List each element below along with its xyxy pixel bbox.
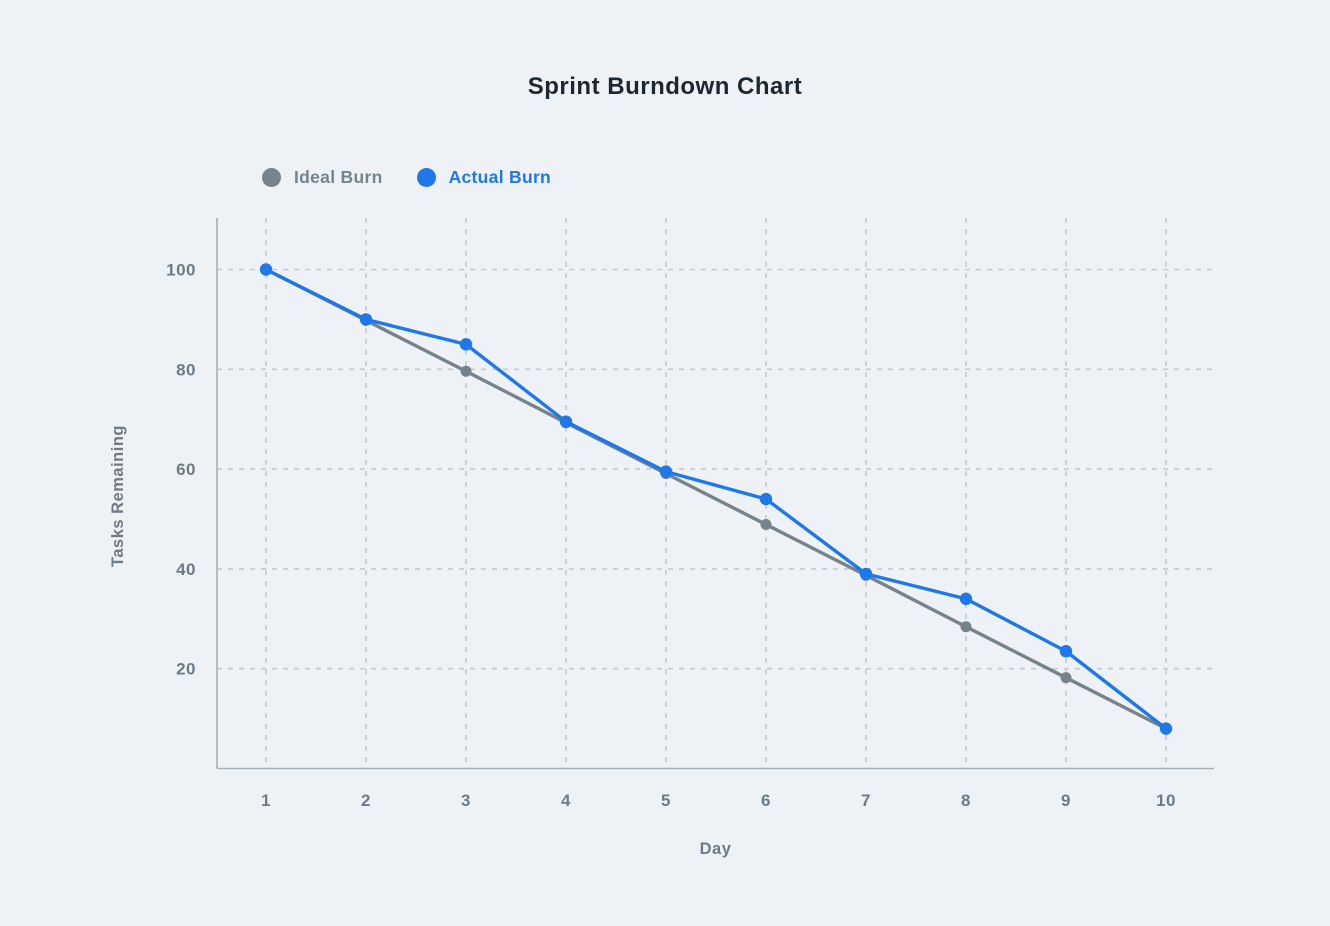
ideal-burn-data-point[interactable] [460, 365, 472, 377]
actual-burn-data-point[interactable] [259, 263, 273, 276]
x-tick-label: 2 [361, 791, 371, 810]
x-tick-label: 10 [1156, 791, 1176, 810]
legend-marker-ideal-icon [262, 168, 281, 187]
ideal-burn-line [264, 267, 1168, 731]
x-tick-label: 6 [761, 791, 771, 810]
actual-burn-data-point[interactable] [759, 492, 773, 506]
actual-burn-data-point[interactable] [1059, 645, 1073, 658]
actual-burn-data-point[interactable] [959, 592, 973, 606]
x-tick-label: 7 [861, 791, 871, 810]
x-tick-label: 8 [961, 791, 971, 810]
actual-burn-data-point[interactable] [359, 313, 373, 326]
legend-item-actual-burn[interactable]: Actual Burn [416, 167, 552, 188]
actual-burn-data-point[interactable] [559, 415, 573, 428]
y-tick-label: 100 [166, 261, 196, 280]
x-axis-title: Day [700, 840, 732, 858]
legend-label-ideal-burn: Ideal Burn [294, 167, 383, 187]
actual-burn-line [264, 267, 1168, 731]
legend-item-ideal-burn[interactable]: Ideal Burn [262, 167, 383, 188]
actual-burn-data-point[interactable] [459, 338, 473, 351]
y-tick-label: 60 [176, 460, 196, 479]
actual-burn-data-point[interactable] [659, 465, 673, 478]
chart-legend: Ideal Burn Actual Burn [262, 167, 551, 188]
y-tick-label: 80 [176, 360, 196, 379]
legend-label-actual-burn: Actual Burn [448, 167, 552, 187]
x-tick-label: 9 [1061, 791, 1071, 810]
ideal-burn-data-point[interactable] [960, 621, 972, 633]
x-tick-label: 1 [261, 791, 271, 810]
actual-burn-data-point[interactable] [859, 567, 873, 581]
y-tick-label: 20 [176, 660, 196, 679]
ideal-burn-data-point[interactable] [1060, 672, 1072, 684]
y-axis-title: Tasks Remaining [109, 425, 127, 567]
legend-marker-actual-icon [416, 168, 436, 187]
ideal-burn-data-point[interactable] [760, 518, 772, 530]
chart-title: Sprint Burndown Chart [527, 73, 803, 100]
x-tick-label: 3 [461, 791, 471, 810]
x-tick-label: 4 [561, 791, 571, 810]
x-tick-label: 5 [661, 791, 671, 810]
y-tick-label: 40 [176, 560, 196, 579]
actual-burn-data-point[interactable] [1159, 722, 1173, 735]
